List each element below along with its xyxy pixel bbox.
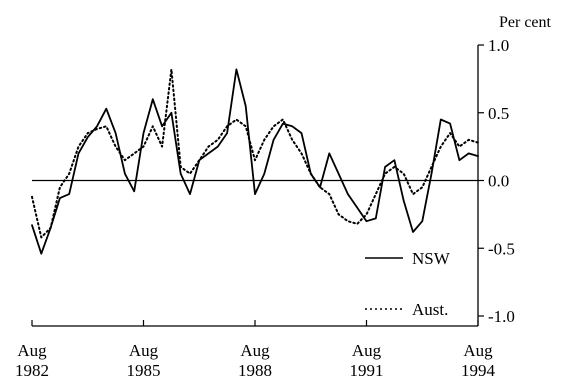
x-tick-label-year: 1985	[127, 361, 161, 380]
x-tick-label-year: 1991	[350, 361, 384, 380]
legend: NSW Aust.	[365, 249, 451, 319]
x-tick-label-month: Aug	[17, 341, 47, 360]
x-tick-label-month: Aug	[129, 341, 159, 360]
x-tick-label-year: 1982	[15, 361, 49, 380]
y-tick-label: 1.0	[488, 36, 509, 55]
y-tick-label: 0.0	[488, 172, 509, 191]
x-tick-label-month: Aug	[463, 341, 493, 360]
x-tick-label-year: 1994	[461, 361, 496, 380]
series-lines	[31, 68, 479, 255]
axes: Aug1982Aug1985Aug1988Aug1991Aug19941.00.…	[15, 14, 552, 380]
y-axis-unit-label: Per cent	[499, 14, 552, 31]
x-tick-label-year: 1988	[238, 361, 272, 380]
y-tick-label: -1.0	[488, 307, 515, 326]
x-tick-label-month: Aug	[352, 341, 382, 360]
y-tick-label: 0.5	[488, 104, 509, 123]
y-tick-label: -0.5	[488, 239, 515, 258]
x-tick-label-month: Aug	[240, 341, 270, 360]
legend-label-aust: Aust.	[412, 300, 448, 319]
series-line-nsw	[31, 68, 479, 255]
legend-label-nsw: NSW	[412, 249, 451, 268]
series-line-aust	[31, 68, 479, 239]
